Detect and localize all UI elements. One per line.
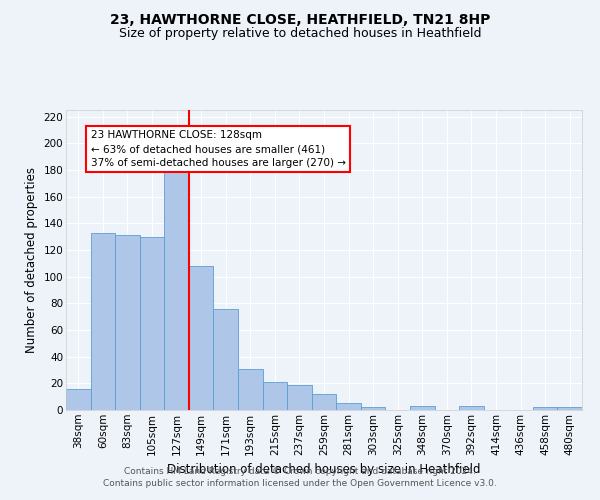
Bar — [140, 236, 164, 410]
Text: 23 HAWTHORNE CLOSE: 128sqm
← 63% of detached houses are smaller (461)
37% of sem: 23 HAWTHORNE CLOSE: 128sqm ← 63% of deta… — [91, 130, 346, 168]
Bar — [533, 408, 557, 410]
Bar — [164, 164, 189, 410]
Bar — [287, 384, 312, 410]
Bar — [214, 308, 238, 410]
X-axis label: Distribution of detached houses by size in Heathfield: Distribution of detached houses by size … — [167, 463, 481, 476]
Bar — [238, 368, 263, 410]
Y-axis label: Number of detached properties: Number of detached properties — [25, 167, 38, 353]
Bar — [91, 232, 115, 410]
Bar — [115, 236, 140, 410]
Bar — [336, 404, 361, 410]
Bar — [410, 406, 434, 410]
Bar — [189, 266, 214, 410]
Text: Contains HM Land Registry data © Crown copyright and database right 2024.
Contai: Contains HM Land Registry data © Crown c… — [103, 466, 497, 487]
Text: Size of property relative to detached houses in Heathfield: Size of property relative to detached ho… — [119, 28, 481, 40]
Bar — [459, 406, 484, 410]
Bar — [263, 382, 287, 410]
Bar — [557, 408, 582, 410]
Text: 23, HAWTHORNE CLOSE, HEATHFIELD, TN21 8HP: 23, HAWTHORNE CLOSE, HEATHFIELD, TN21 8H… — [110, 12, 490, 26]
Bar — [312, 394, 336, 410]
Bar — [361, 408, 385, 410]
Bar — [66, 388, 91, 410]
